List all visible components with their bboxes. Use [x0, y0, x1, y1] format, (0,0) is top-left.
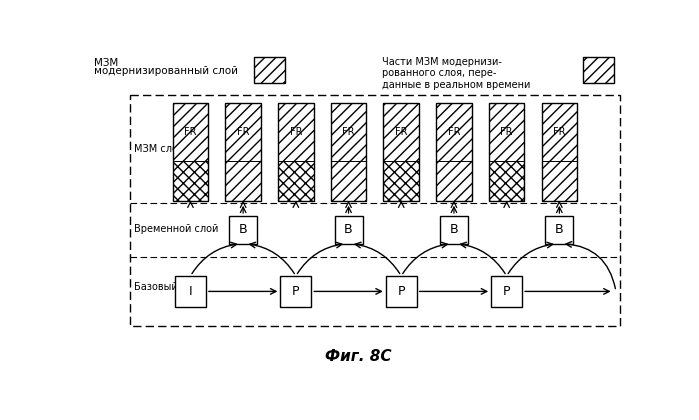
Text: Фиг. 8C: Фиг. 8C — [324, 349, 391, 365]
Bar — [542, 161, 577, 200]
Bar — [130, 95, 620, 326]
Bar — [436, 103, 472, 161]
Bar — [278, 103, 314, 161]
Text: МЗМ слой: МЗМ слой — [134, 144, 184, 154]
Bar — [335, 216, 363, 244]
Text: Части МЗМ модернизи-
рованного слоя, пере-
данные в реальном времени: Части МЗМ модернизи- рованного слоя, пер… — [382, 57, 531, 90]
Bar — [229, 216, 257, 244]
Bar — [173, 103, 208, 200]
Text: B: B — [344, 223, 353, 236]
Bar — [489, 161, 524, 200]
Text: Базовый слой: Базовый слой — [134, 282, 205, 292]
Text: P: P — [398, 285, 405, 298]
Bar — [542, 103, 577, 200]
Text: FR: FR — [500, 127, 513, 137]
Bar — [489, 103, 524, 200]
Bar — [386, 276, 417, 307]
Text: FR: FR — [185, 127, 196, 137]
Bar — [384, 103, 419, 200]
Text: модернизированный слой: модернизированный слой — [94, 66, 238, 76]
Text: FR: FR — [289, 127, 302, 137]
Bar — [542, 103, 577, 161]
Text: I: I — [189, 285, 192, 298]
Bar — [489, 103, 524, 161]
Text: B: B — [239, 223, 247, 236]
Bar — [440, 216, 468, 244]
Bar — [280, 276, 311, 307]
Text: P: P — [503, 285, 510, 298]
Bar — [384, 103, 419, 161]
Bar — [225, 103, 261, 161]
Bar — [331, 103, 366, 200]
Bar — [436, 103, 472, 200]
Bar — [225, 161, 261, 200]
Bar — [491, 276, 522, 307]
Text: FR: FR — [553, 127, 565, 137]
Bar — [331, 161, 366, 200]
Text: P: P — [292, 285, 300, 298]
Text: FR: FR — [237, 127, 250, 137]
Bar — [278, 103, 314, 200]
Bar — [225, 103, 261, 200]
Bar — [584, 57, 614, 83]
Text: B: B — [555, 223, 563, 236]
Bar — [331, 103, 366, 161]
Bar — [384, 161, 419, 200]
Text: FR: FR — [343, 127, 355, 137]
Bar — [173, 161, 208, 200]
Bar — [278, 161, 314, 200]
Bar — [545, 216, 573, 244]
Text: FR: FR — [395, 127, 408, 137]
Text: FR: FR — [447, 127, 460, 137]
Bar — [173, 103, 208, 161]
Bar — [436, 161, 472, 200]
Text: МЗМ: МЗМ — [94, 58, 118, 68]
Text: Временной слой: Временной слой — [134, 224, 218, 234]
Text: B: B — [449, 223, 459, 236]
Bar — [254, 57, 285, 83]
Bar — [175, 276, 206, 307]
